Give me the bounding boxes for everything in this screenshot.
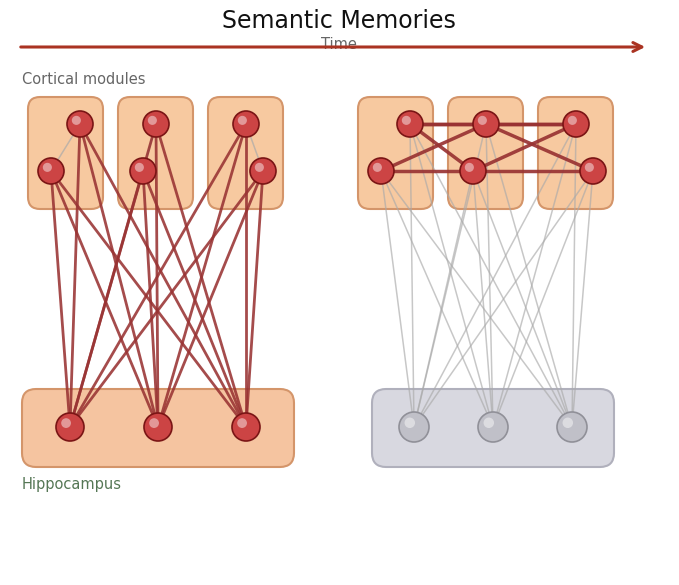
Circle shape (255, 163, 264, 172)
Circle shape (233, 111, 259, 137)
FancyBboxPatch shape (538, 97, 613, 209)
Circle shape (585, 163, 594, 172)
Text: Cortical modules: Cortical modules (22, 72, 145, 87)
Text: Semantic Memories: Semantic Memories (222, 9, 456, 33)
Circle shape (232, 413, 260, 441)
Circle shape (72, 116, 81, 125)
Circle shape (465, 163, 474, 172)
Text: Time: Time (321, 37, 357, 52)
Circle shape (562, 418, 573, 428)
Circle shape (56, 413, 84, 441)
Circle shape (238, 116, 247, 125)
Circle shape (580, 158, 606, 184)
Circle shape (61, 418, 71, 428)
Text: Hippocampus: Hippocampus (22, 477, 122, 492)
Circle shape (373, 163, 382, 172)
FancyBboxPatch shape (448, 97, 523, 209)
Circle shape (483, 418, 494, 428)
Circle shape (130, 158, 156, 184)
Circle shape (402, 116, 411, 125)
FancyBboxPatch shape (28, 97, 103, 209)
Circle shape (397, 111, 423, 137)
Circle shape (568, 116, 577, 125)
Circle shape (478, 412, 508, 442)
Circle shape (135, 163, 144, 172)
Circle shape (144, 413, 172, 441)
FancyBboxPatch shape (22, 389, 294, 467)
Circle shape (460, 158, 486, 184)
Circle shape (399, 412, 429, 442)
Circle shape (478, 116, 487, 125)
FancyBboxPatch shape (358, 97, 433, 209)
Circle shape (563, 111, 589, 137)
Circle shape (43, 163, 52, 172)
Circle shape (557, 412, 587, 442)
Circle shape (149, 418, 159, 428)
FancyBboxPatch shape (118, 97, 193, 209)
Circle shape (148, 116, 157, 125)
Circle shape (237, 418, 247, 428)
Circle shape (368, 158, 394, 184)
FancyBboxPatch shape (372, 389, 614, 467)
Circle shape (143, 111, 169, 137)
FancyBboxPatch shape (208, 97, 283, 209)
Circle shape (405, 418, 415, 428)
Circle shape (38, 158, 64, 184)
Circle shape (67, 111, 93, 137)
Circle shape (250, 158, 276, 184)
Circle shape (473, 111, 499, 137)
